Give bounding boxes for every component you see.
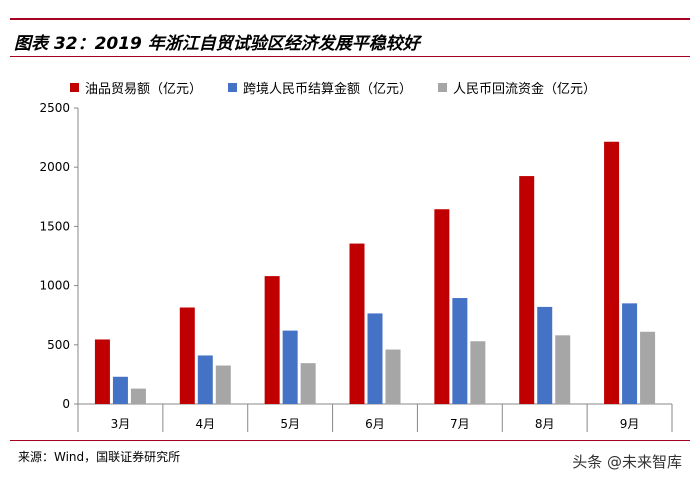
legend-swatch-rmb-return bbox=[438, 83, 448, 92]
bar bbox=[640, 331, 656, 404]
x-tick-label: 4月 bbox=[195, 417, 215, 431]
bar bbox=[215, 365, 231, 404]
bar bbox=[130, 388, 146, 404]
bar bbox=[537, 306, 553, 404]
watermark: 头条 @未来智库 bbox=[572, 453, 682, 471]
legend: 油品贸易额（亿元） 跨境人民币结算金额（亿元） 人民币回流资金（亿元） bbox=[70, 78, 596, 97]
bar bbox=[622, 303, 638, 404]
x-tick-label: 6月 bbox=[365, 417, 385, 431]
bar bbox=[349, 243, 365, 404]
x-tick-label: 5月 bbox=[280, 417, 300, 431]
bar bbox=[452, 298, 468, 404]
source-note: 来源：Wind，国联证券研究所 bbox=[18, 450, 181, 464]
bar-chart: 0 500 1000 1500 2000 2500 3月 4月 5月 6月 7月 8月 9月 bbox=[39, 101, 673, 432]
title-bar bbox=[10, 18, 690, 57]
x-tick-label: 7月 bbox=[450, 417, 470, 431]
bar bbox=[112, 376, 128, 404]
bar bbox=[179, 307, 195, 404]
x-tick-label: 8月 bbox=[535, 417, 555, 431]
footer-divider bbox=[10, 440, 690, 441]
bar bbox=[604, 141, 620, 404]
bar bbox=[434, 209, 450, 404]
x-tick-label: 9月 bbox=[620, 417, 640, 431]
bar bbox=[197, 355, 213, 404]
bar bbox=[555, 335, 571, 404]
y-tick-label: 2000 bbox=[39, 160, 70, 174]
bar bbox=[300, 363, 316, 404]
bar bbox=[519, 176, 535, 404]
legend-item-cross-border-rmb: 跨境人民币结算金额（亿元） bbox=[228, 78, 412, 97]
bar bbox=[282, 330, 298, 404]
y-tick-label: 500 bbox=[47, 338, 70, 352]
y-tick-label: 1500 bbox=[39, 219, 70, 233]
legend-swatch-oil-trade bbox=[70, 83, 79, 92]
y-tick-label: 0 bbox=[62, 397, 70, 411]
legend-label-cross-border-rmb: 跨境人民币结算金额（亿元） bbox=[243, 82, 413, 97]
legend-swatch-cross-border-rmb bbox=[228, 83, 238, 92]
chart-title: 图表 32：2019 年浙江自贸试验区经济发展平稳较好 bbox=[14, 34, 420, 54]
legend-item-rmb-return: 人民币回流资金（亿元） bbox=[438, 78, 596, 97]
legend-item-oil-trade: 油品贸易额（亿元） bbox=[70, 78, 202, 97]
y-tick-label: 1000 bbox=[39, 279, 70, 293]
bar bbox=[367, 313, 383, 404]
x-tick-label: 3月 bbox=[111, 417, 131, 431]
bar bbox=[470, 341, 486, 404]
legend-label-rmb-return: 人民币回流资金（亿元） bbox=[453, 82, 597, 97]
y-tick-label: 2500 bbox=[39, 101, 70, 115]
legend-label-oil-trade: 油品贸易额（亿元） bbox=[85, 82, 203, 97]
bar bbox=[264, 276, 280, 404]
bar bbox=[94, 339, 110, 404]
bar bbox=[385, 349, 401, 404]
